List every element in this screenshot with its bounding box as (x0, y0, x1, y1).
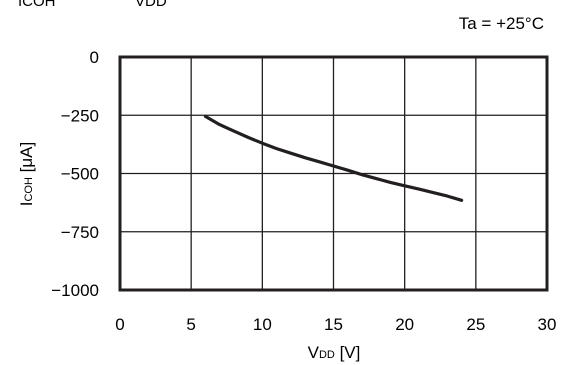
x-tick-label: 5 (186, 315, 195, 334)
plot-frame (118, 55, 549, 292)
x-axis-label: VDD [V] (308, 343, 361, 362)
plot-grid (120, 57, 547, 290)
header-fragment-right: VDD (135, 0, 167, 10)
y-axis-label: ICOH [μA] (17, 142, 36, 207)
header-fragment-left: ICOH (18, 0, 56, 10)
x-tick-label: 10 (253, 315, 272, 334)
x-tick-label: 25 (466, 315, 485, 334)
x-tick-label: 0 (115, 315, 124, 334)
y-tick-label: −1000 (51, 281, 99, 300)
x-tick-label: 20 (395, 315, 414, 334)
series-line (203, 114, 464, 202)
y-tick-label: −500 (61, 165, 99, 184)
condition-label: Ta = +25°C (459, 14, 544, 33)
y-tick-labels: 0 −250 −500 −750 −1000 (51, 48, 99, 300)
x-tick-label: 15 (324, 315, 343, 334)
y-tick-label: −250 (61, 106, 99, 125)
series-group (203, 114, 464, 202)
y-tick-label: 0 (90, 48, 99, 67)
y-tick-label: −750 (61, 223, 99, 242)
x-tick-labels: 0 5 10 15 20 25 30 (115, 315, 556, 334)
x-tick-label: 30 (538, 315, 557, 334)
